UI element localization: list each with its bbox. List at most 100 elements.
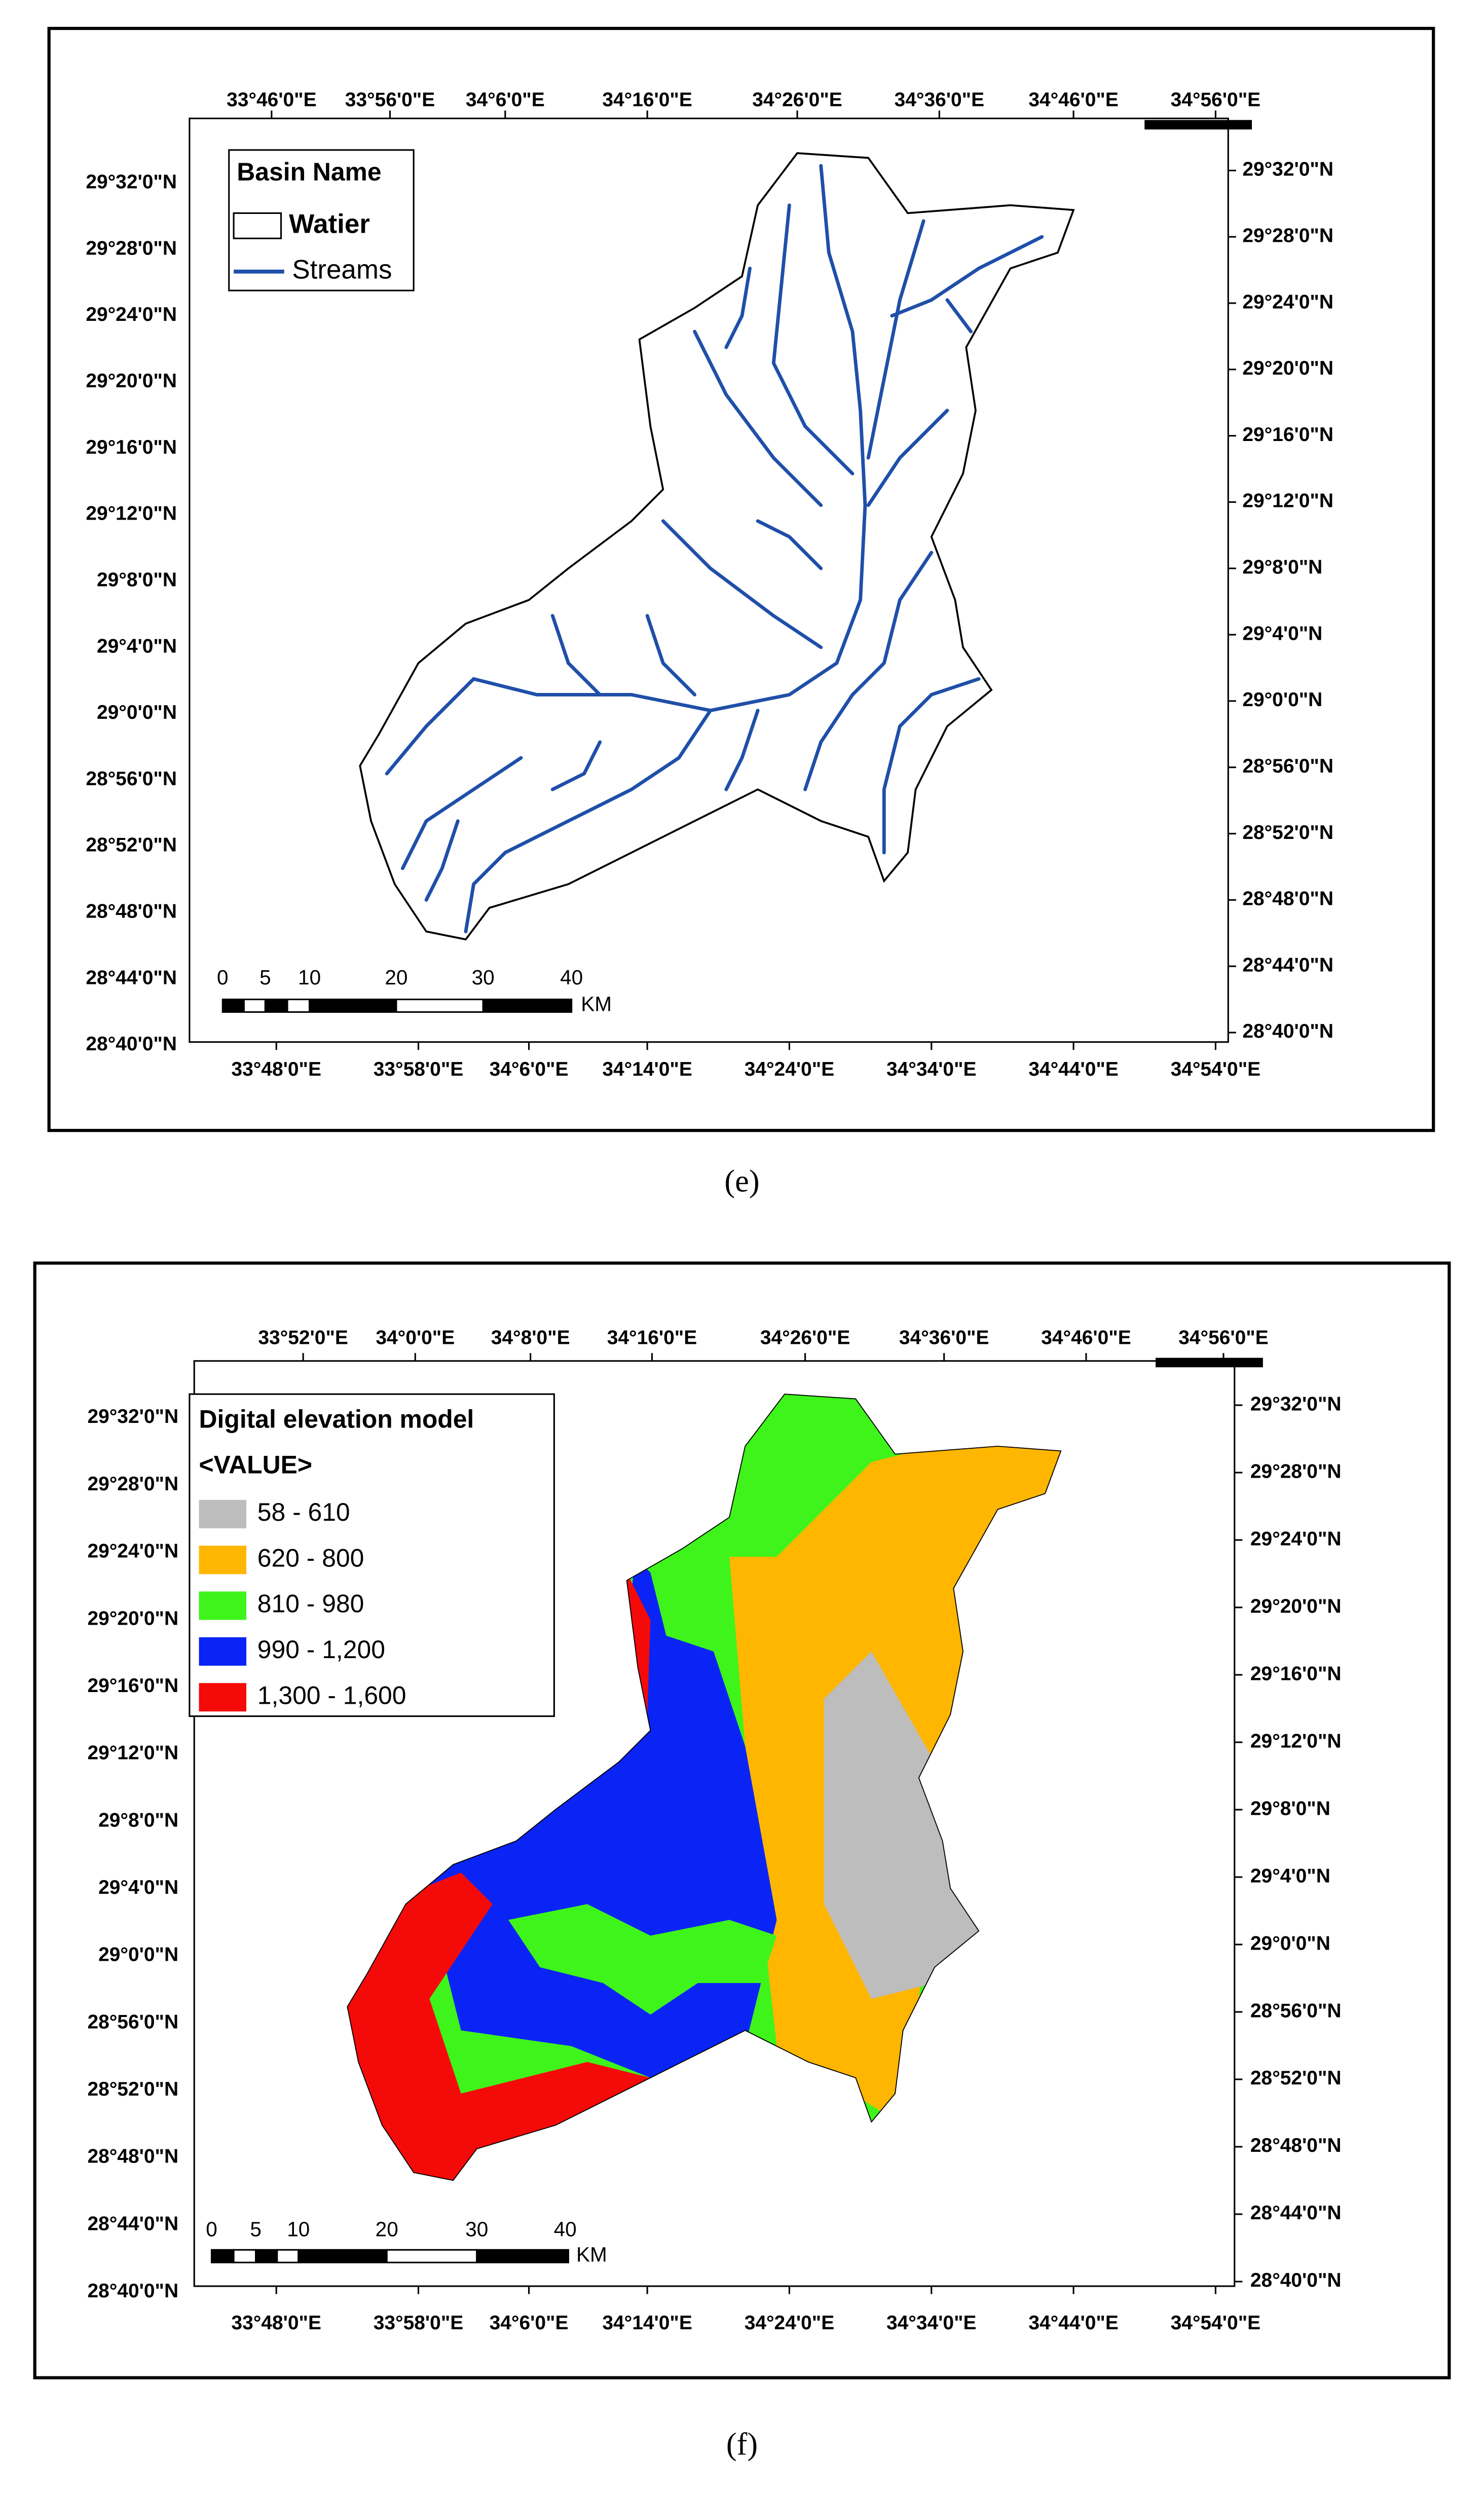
left-tick-label: 29°4'0"N	[98, 1877, 178, 1898]
legend-label: 58 - 610	[257, 1498, 350, 1526]
legend-label: Watier	[289, 209, 370, 239]
right-tick-label: 29°0'0"N	[1242, 689, 1322, 711]
right-tick-label: 28°48'0"N	[1242, 888, 1333, 910]
right-tick-label: 29°4'0"N	[1242, 622, 1322, 644]
bottom-tick-label: 33°48'0"E	[231, 1058, 321, 1080]
scale-unit: KM	[576, 2243, 607, 2266]
right-tick-label: 29°28'0"N	[1242, 225, 1333, 246]
scale-segment	[255, 2249, 278, 2263]
scale-segment	[476, 2249, 569, 2263]
scale-segment	[233, 2249, 257, 2263]
left-tick-label: 29°12'0"N	[86, 503, 177, 525]
scale-segment	[395, 999, 484, 1013]
bottom-tick-label: 34°6'0"E	[490, 2312, 569, 2334]
right-tick-label: 28°40'0"N	[1242, 1020, 1333, 1042]
left-tick-label: 29°24'0"N	[87, 1541, 178, 1562]
bottom-tick-label: 34°44'0"E	[1028, 2312, 1118, 2334]
bottom-tick-label: 34°34'0"E	[886, 2312, 976, 2334]
left-tick-label: 29°16'0"N	[87, 1675, 178, 1697]
top-tick-label: 34°8'0"E	[491, 1327, 570, 1348]
bottom-tick-label: 34°14'0"E	[602, 2312, 692, 2334]
top-tick-label: 34°26'0"E	[760, 1327, 850, 1348]
scale-segment	[309, 999, 397, 1013]
legend-title: Basin Name	[237, 158, 381, 186]
top-tick-label: 34°0'0"E	[376, 1327, 455, 1348]
left-tick-label: 28°56'0"N	[87, 2011, 178, 2033]
left-tick-label: 29°20'0"N	[86, 370, 177, 392]
right-tick-label: 29°16'0"N	[1250, 1663, 1342, 1684]
scale-label: 10	[287, 2218, 310, 2241]
legend-swatch	[199, 1683, 247, 1712]
scale-label: 40	[560, 966, 583, 989]
scale-segment	[210, 2249, 235, 2263]
right-tick-label: 29°8'0"N	[1242, 557, 1322, 578]
legend-label: 1,300 - 1,600	[257, 1681, 406, 1709]
left-tick-label: 29°28'0"N	[87, 1473, 178, 1495]
scale-label: 30	[465, 2218, 488, 2241]
scale-bar: 0 5 10 20 30 40 KM	[217, 966, 612, 1016]
right-tick-label: 29°24'0"N	[1242, 291, 1333, 313]
scale-unit: KM	[581, 993, 612, 1016]
right-tick-label: 29°12'0"N	[1250, 1730, 1342, 1752]
top-tick-label: 34°56'0"E	[1171, 89, 1260, 111]
top-tick-label: 34°6'0"E	[466, 89, 545, 111]
top-tick-label: 34°26'0"E	[752, 89, 842, 111]
right-tick-label: 29°20'0"N	[1242, 357, 1333, 379]
right-tick-label: 29°28'0"N	[1250, 1460, 1342, 1482]
left-tick-label: 29°16'0"N	[86, 436, 177, 458]
right-tick-label: 29°24'0"N	[1250, 1528, 1342, 1550]
left-tick-label: 29°4'0"N	[97, 635, 177, 657]
scale-segment	[264, 999, 288, 1013]
bottom-tick-label: 34°24'0"E	[745, 1058, 834, 1080]
dem-class-area	[508, 1904, 777, 2015]
legend-swatch	[233, 212, 282, 239]
right-tick-label: 29°12'0"N	[1242, 490, 1333, 512]
legend-box	[189, 1393, 555, 1717]
scale-label: 5	[250, 2218, 262, 2241]
right-tick-label: 28°40'0"N	[1250, 2269, 1342, 2291]
left-tick-label: 28°56'0"N	[86, 768, 177, 790]
left-tick-label: 29°32'0"N	[86, 171, 177, 193]
scale-label: 30	[472, 966, 495, 989]
right-tick-label: 28°44'0"N	[1242, 954, 1333, 976]
scale-label: 0	[217, 966, 229, 989]
bottom-tick-label: 34°34'0"E	[886, 1058, 976, 1080]
left-tick-label: 28°40'0"N	[86, 1033, 177, 1055]
legend-swatch	[199, 1591, 247, 1620]
scale-label: 40	[554, 2218, 577, 2241]
left-tick-label: 29°24'0"N	[86, 304, 177, 325]
scale-segment	[286, 999, 311, 1013]
legend-label: 810 - 980	[257, 1590, 364, 1618]
right-tick-label: 28°56'0"N	[1242, 755, 1333, 777]
legend-swatch	[199, 1499, 247, 1528]
top-tick-label: 34°46'0"E	[1041, 1327, 1131, 1348]
left-tick-label: 28°48'0"N	[87, 2146, 178, 2168]
top-tick-label: 33°56'0"E	[345, 89, 435, 111]
scale-segment	[276, 2249, 300, 2263]
left-tick-label: 28°52'0"N	[87, 2078, 178, 2100]
legend-label: 990 - 1,200	[257, 1635, 385, 1664]
left-tick-label: 29°0'0"N	[98, 1944, 178, 1966]
labels: 33°46'0"E 33°56'0"E 34°6'0"E 34°16'0"E 34°26…	[86, 89, 1341, 2462]
left-tick-label: 29°8'0"N	[97, 569, 177, 591]
left-tick-label: 28°44'0"N	[86, 967, 177, 988]
scale-segment	[221, 999, 245, 1013]
top-tick-label: 34°36'0"E	[899, 1327, 989, 1348]
top-tick-label: 34°36'0"E	[895, 89, 984, 111]
scale-label: 20	[376, 2218, 398, 2241]
top-tick-label: 34°46'0"E	[1028, 89, 1118, 111]
scale-segment	[482, 999, 573, 1013]
top-tick-label: 33°52'0"E	[258, 1327, 348, 1348]
right-tick-label: 28°44'0"N	[1250, 2202, 1342, 2224]
right-tick-label: 29°0'0"N	[1250, 1932, 1330, 1954]
scale-label: 20	[385, 966, 407, 989]
bottom-tick-label: 34°6'0"E	[490, 1058, 569, 1080]
right-tick-label: 29°8'0"N	[1250, 1798, 1330, 1819]
scale-segment	[243, 999, 266, 1013]
scale-label: 0	[206, 2218, 217, 2241]
legend-label: 620 - 800	[257, 1544, 364, 1572]
left-tick-label: 29°32'0"N	[87, 1406, 178, 1427]
left-tick-label: 29°20'0"N	[87, 1607, 178, 1629]
